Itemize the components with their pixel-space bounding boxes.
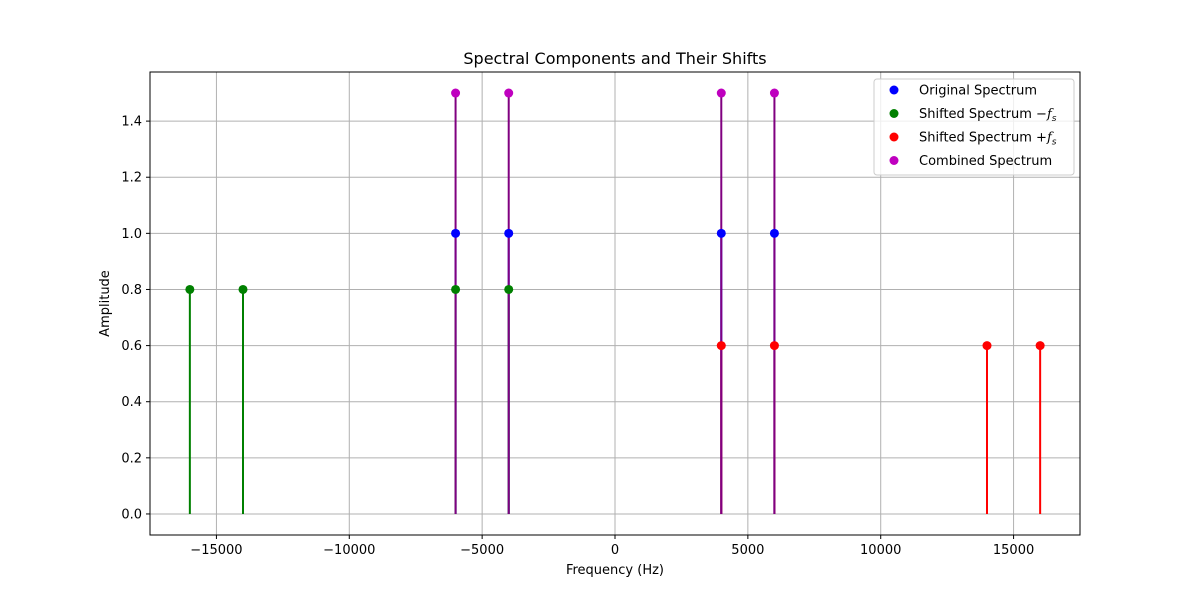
stems	[188, 93, 1042, 514]
legend-label: Shifted Spectrum +fs	[919, 131, 1057, 148]
legend-marker	[889, 109, 899, 118]
markers	[185, 88, 1045, 351]
legend-entry: Shifted Spectrum +fs	[889, 131, 1057, 148]
x-tick-label: 0	[611, 543, 619, 558]
y-tick-label: 1.2	[121, 171, 142, 186]
legend: Original Spectrum Shifted Spectrum −fs Shi…	[873, 78, 1075, 176]
stem-marker	[451, 284, 461, 294]
y-tick-label: 0.4	[121, 395, 142, 410]
stem-marker	[451, 228, 461, 238]
stem-marker	[769, 88, 779, 98]
x-tick-label: 10000	[860, 543, 901, 558]
stem-marker	[185, 284, 195, 294]
legend-entry: Combined Spectrum	[889, 154, 1052, 169]
stem-marker	[504, 228, 514, 238]
y-axis-label: Amplitude	[98, 270, 113, 337]
legend-entry: Shifted Spectrum −fs	[889, 107, 1057, 124]
legend-label: Combined Spectrum	[919, 154, 1052, 169]
stem-marker	[716, 228, 726, 238]
stem-marker	[1035, 341, 1045, 351]
x-axis-label: Frequency (Hz)	[566, 563, 664, 578]
x-tick-label: −15000	[190, 543, 242, 558]
y-tick-label: 0.8	[121, 283, 142, 298]
y-tick-label: 0.2	[121, 451, 142, 466]
stem-marker	[716, 341, 726, 351]
legend-marker	[889, 132, 899, 142]
legend-label: Original Spectrum	[919, 84, 1037, 99]
grid	[150, 72, 1080, 535]
stem-marker	[769, 341, 779, 351]
stem-marker	[451, 88, 461, 98]
y-tick-label: 0.6	[121, 339, 142, 354]
stem-marker	[238, 284, 248, 294]
y-tick-label: 1.0	[121, 227, 142, 242]
legend-label: Shifted Spectrum −fs	[919, 107, 1057, 124]
legend-frame	[873, 78, 1075, 176]
x-tick-label: −10000	[323, 543, 375, 558]
stem-marker	[716, 88, 726, 98]
legend-marker	[889, 156, 899, 165]
legend-entry: Original Spectrum	[889, 84, 1037, 99]
stem-marker	[504, 88, 514, 98]
stem-marker	[769, 228, 779, 238]
chart-title: Spectral Components and Their Shifts	[463, 49, 766, 68]
ticks: −15000 −10000 −5000 0 5000 10000 15000 0.0 0.2 0.…	[121, 115, 1034, 558]
x-tick-label: −5000	[460, 543, 504, 558]
y-tick-label: 0.0	[121, 507, 142, 522]
stem-marker	[982, 341, 992, 351]
y-tick-label: 1.4	[121, 115, 142, 130]
stem-marker	[504, 284, 514, 294]
x-tick-label: 5000	[731, 543, 764, 558]
x-tick-label: 15000	[993, 543, 1034, 558]
legend-marker	[889, 85, 899, 95]
